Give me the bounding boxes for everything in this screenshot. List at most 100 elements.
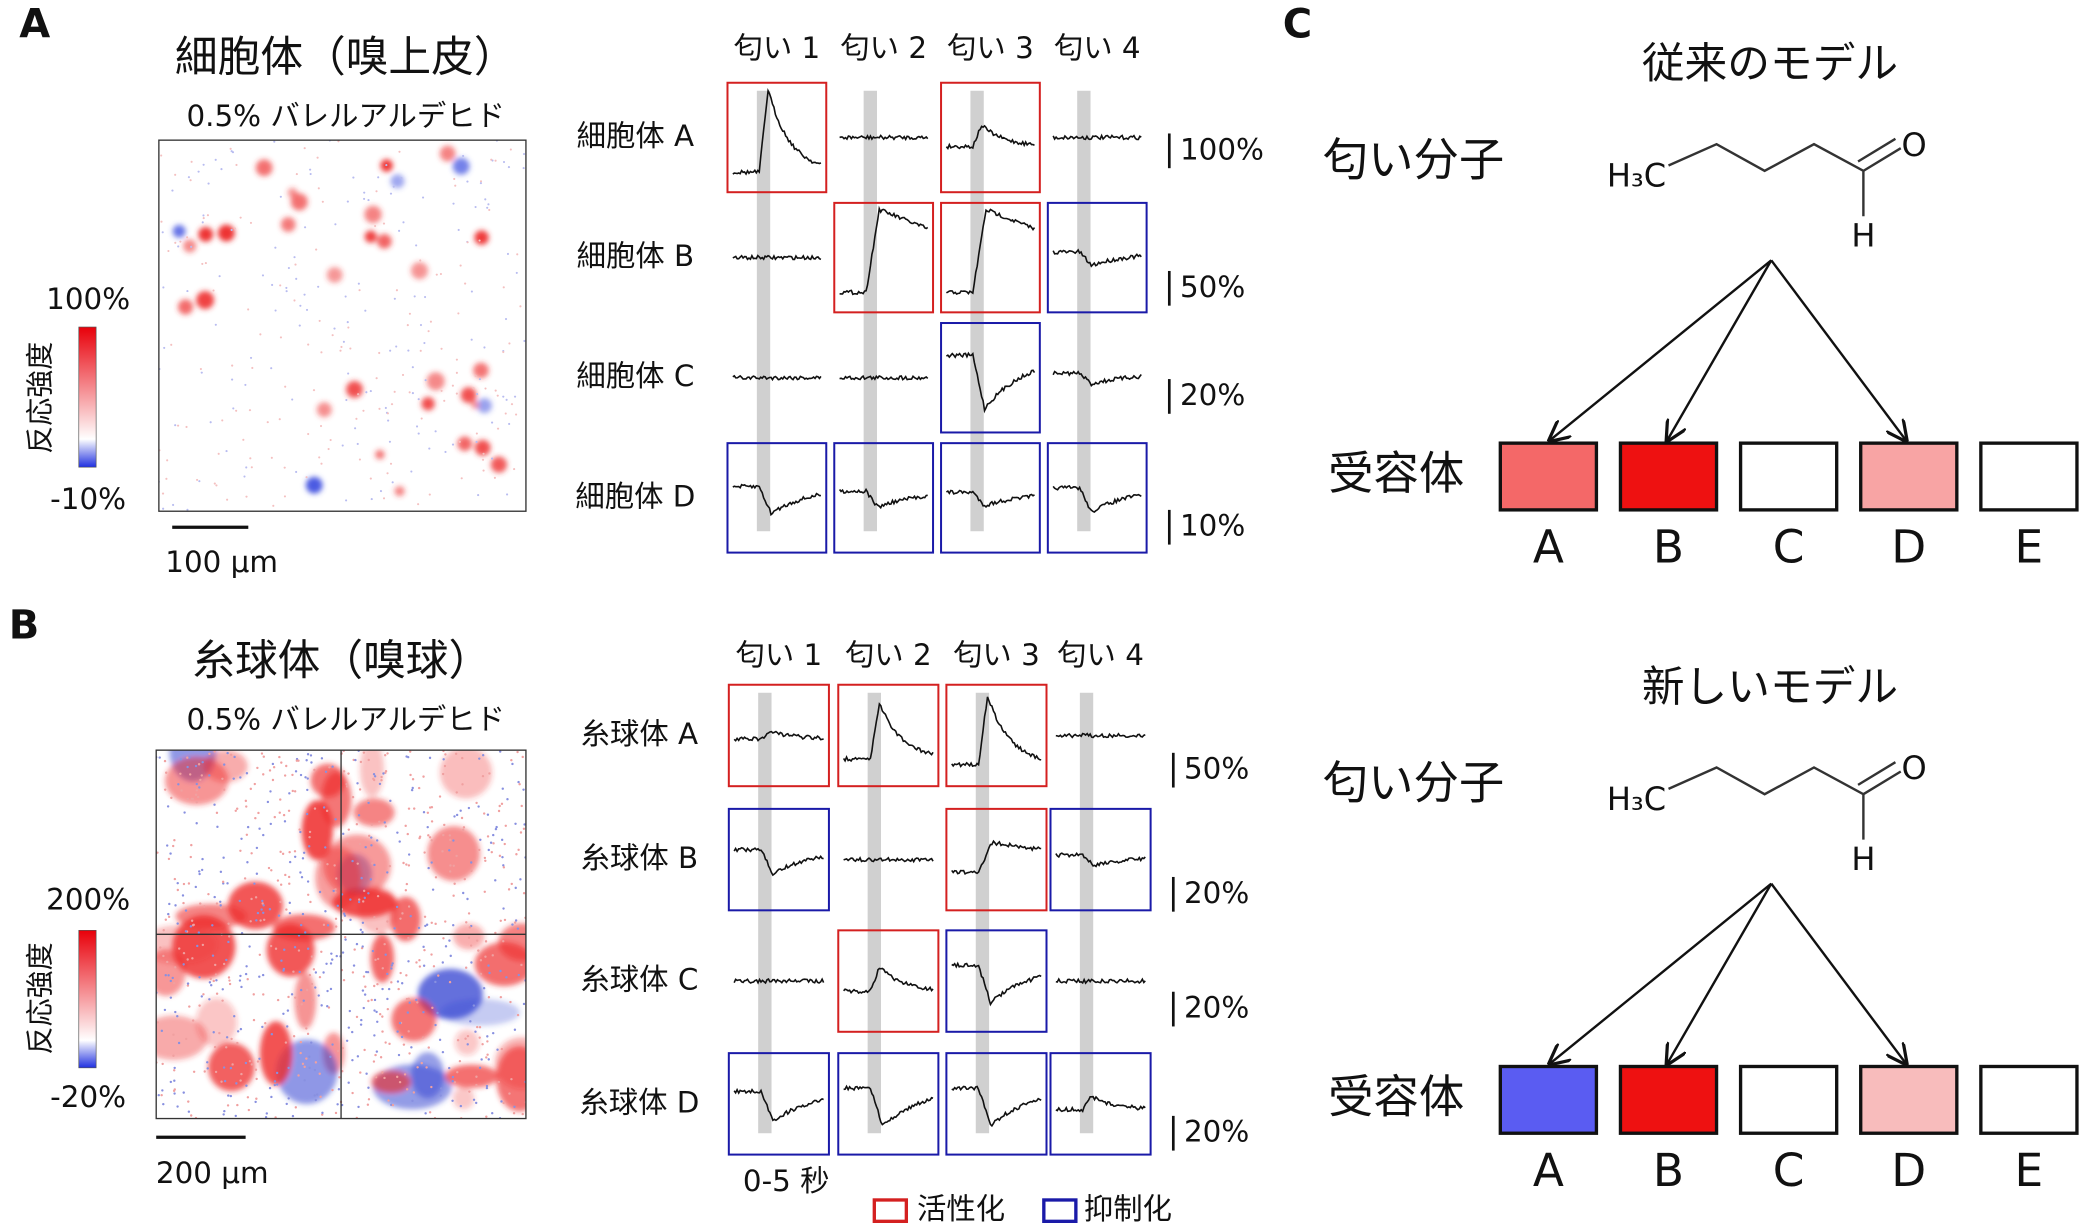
speckle xyxy=(406,832,409,836)
speckle xyxy=(201,857,204,861)
glomerulus xyxy=(494,1037,526,1090)
speckle xyxy=(305,1027,308,1030)
speckle xyxy=(452,924,455,927)
speckle xyxy=(225,958,228,962)
receptor-name: E xyxy=(2015,520,2044,573)
speckle xyxy=(501,787,504,790)
speckle xyxy=(273,140,276,143)
speckle xyxy=(400,982,404,985)
speckle xyxy=(308,1066,311,1070)
speckle xyxy=(182,901,185,905)
speckle xyxy=(214,323,217,326)
speckle xyxy=(163,788,167,791)
speckle xyxy=(207,892,210,896)
speckle xyxy=(508,1092,511,1095)
speckle xyxy=(439,272,442,276)
row-label: 細胞体 A xyxy=(577,119,695,153)
speckle xyxy=(264,1116,268,1119)
speckle xyxy=(336,1103,339,1106)
speckle xyxy=(423,295,427,299)
speckle xyxy=(390,967,393,970)
speckle xyxy=(438,1038,442,1042)
speckle xyxy=(421,196,425,199)
speckle xyxy=(249,356,253,359)
speckle xyxy=(222,788,226,791)
speckle xyxy=(402,221,405,224)
speckle xyxy=(494,389,497,392)
speckle xyxy=(184,909,188,912)
speckle xyxy=(411,1099,414,1103)
speckle xyxy=(259,333,262,336)
speckle xyxy=(177,245,180,248)
speckle xyxy=(297,949,301,952)
speckle xyxy=(354,758,357,762)
speckle xyxy=(374,224,377,228)
arrow xyxy=(1550,882,1773,1064)
speckle xyxy=(396,1075,399,1079)
speckle xyxy=(267,866,271,870)
receptor-name: E xyxy=(2015,1144,2044,1197)
bond xyxy=(1668,766,1865,840)
speckle xyxy=(294,1106,298,1109)
speckle xyxy=(485,1056,488,1059)
speckle xyxy=(451,443,455,446)
speckle xyxy=(470,861,473,864)
speckle xyxy=(156,1021,159,1024)
speckle xyxy=(355,823,359,826)
speckle xyxy=(464,1037,467,1040)
speckle xyxy=(430,861,433,864)
speckle xyxy=(522,167,525,170)
speckle xyxy=(367,892,370,895)
speckle xyxy=(333,864,336,867)
speckle xyxy=(386,472,389,475)
speckle xyxy=(482,987,486,990)
speckle xyxy=(247,1108,251,1112)
speckle xyxy=(280,959,283,962)
speckle xyxy=(239,974,242,978)
speckle xyxy=(522,152,526,156)
speckle xyxy=(191,957,194,960)
speckle xyxy=(337,1088,341,1091)
speckle xyxy=(219,904,222,907)
speckle xyxy=(189,1114,193,1117)
trace xyxy=(732,374,822,382)
speckle xyxy=(186,236,189,239)
speckle xyxy=(326,989,329,993)
glomerulus xyxy=(452,1086,475,1110)
speckle xyxy=(383,942,386,946)
speckle xyxy=(440,389,443,392)
speckle xyxy=(245,772,249,775)
speckle xyxy=(174,424,177,427)
speckle xyxy=(411,366,414,369)
cell-spot xyxy=(346,381,363,398)
speckle xyxy=(319,877,322,880)
speckle xyxy=(487,848,490,852)
speckle xyxy=(405,755,408,758)
colorbar-max: 100% xyxy=(46,282,130,316)
speckle xyxy=(245,1084,248,1087)
speckle xyxy=(284,1041,288,1044)
stimulus: 0.5% バレルアルデヒド xyxy=(186,99,505,133)
trace xyxy=(1052,484,1142,513)
speckle xyxy=(402,1043,406,1046)
speckle xyxy=(176,1105,179,1108)
speckle xyxy=(375,839,379,842)
speckle xyxy=(512,1111,516,1115)
speckle xyxy=(308,973,312,977)
speckle xyxy=(376,1020,379,1023)
speckle xyxy=(411,786,414,790)
legend-label: 抑制化 xyxy=(1084,1192,1172,1226)
speckle xyxy=(389,349,392,352)
trace-frame xyxy=(1046,201,1148,314)
speckle xyxy=(331,958,334,961)
speckle xyxy=(453,815,456,818)
speckle xyxy=(169,979,173,983)
speckle xyxy=(287,1066,290,1070)
speckle xyxy=(467,936,471,939)
speckle xyxy=(306,893,310,896)
speckle xyxy=(248,409,252,412)
speckle xyxy=(466,180,469,183)
speckle xyxy=(178,947,181,950)
speckle xyxy=(250,1063,253,1066)
speckle xyxy=(174,966,177,969)
